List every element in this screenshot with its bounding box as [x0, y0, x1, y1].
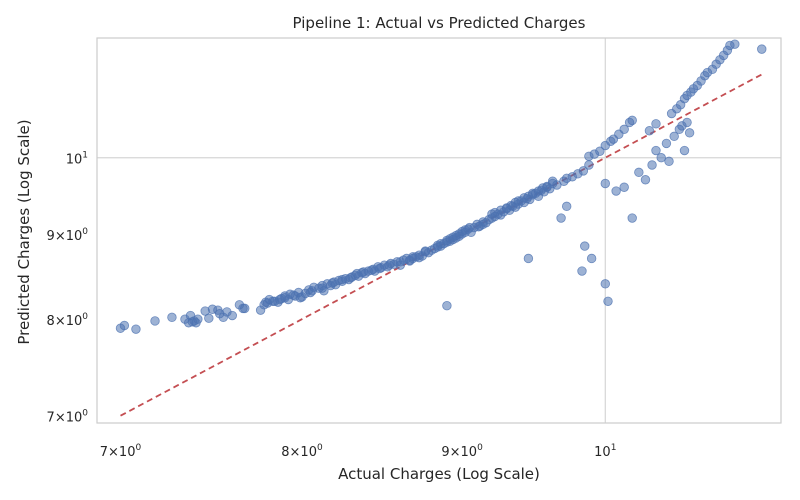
data-point-210 — [603, 296, 613, 306]
data-point-209 — [600, 279, 610, 289]
data-point-22 — [240, 303, 250, 314]
data-point-219 — [651, 145, 661, 156]
data-point-175 — [547, 176, 558, 186]
x-tick-labels: 7×100 8×100 9×100 101 — [100, 443, 617, 460]
data-point-128 — [595, 146, 605, 156]
data-point-228 — [684, 128, 695, 138]
x-axis-label: Actual Charges (Log Scale) — [338, 465, 540, 483]
data-point-201 — [374, 263, 385, 274]
data-point-156 — [757, 44, 767, 54]
plot-background — [97, 38, 781, 423]
data-point-199 — [358, 267, 369, 277]
data-point-212 — [600, 178, 610, 189]
data-point-1 — [119, 320, 130, 331]
data-point-203 — [561, 201, 572, 212]
data-point-159 — [464, 222, 475, 233]
data-point-220 — [656, 153, 666, 163]
data-point-211 — [442, 301, 452, 311]
data-point-191 — [285, 289, 295, 299]
x-tick-label-3: 101 — [594, 443, 616, 460]
data-point-218 — [647, 160, 657, 170]
y-tick-label-2: 9×100 — [47, 227, 89, 244]
data-point-124 — [578, 166, 589, 176]
data-point-205 — [580, 241, 590, 251]
data-point-180 — [420, 246, 431, 256]
y-axis-label: Predicted Charges (Log Scale) — [15, 119, 33, 344]
data-point-223 — [669, 131, 679, 142]
data-point-204 — [556, 213, 566, 223]
data-point-193 — [305, 287, 316, 298]
data-point-222 — [664, 156, 674, 167]
data-point-155 — [730, 39, 740, 49]
data-point-19 — [227, 310, 237, 321]
data-point-3 — [150, 316, 160, 326]
data-point-194 — [317, 283, 327, 293]
data-point-179 — [414, 252, 424, 263]
data-point-213 — [611, 186, 621, 196]
data-point-217 — [640, 175, 651, 185]
data-point-202 — [384, 260, 394, 270]
y-tick-labels: 7×100 8×100 9×100 101 — [47, 151, 89, 426]
data-point-214 — [619, 182, 629, 192]
plot-frame — [96, 37, 782, 424]
data-point-215 — [627, 213, 637, 223]
y-tick-label-0: 7×100 — [47, 409, 89, 426]
data-point-187 — [454, 229, 464, 239]
data-point-206 — [586, 253, 597, 264]
data-points — [115, 39, 767, 334]
data-point-195 — [327, 278, 337, 288]
data-point-197 — [345, 273, 356, 283]
y-tick-label-3: 101 — [66, 151, 88, 168]
data-point-207 — [577, 266, 587, 276]
data-point-133 — [619, 124, 629, 135]
x-tick-label-2: 9×100 — [441, 443, 483, 460]
data-point-226 — [679, 145, 690, 156]
data-point-176 — [395, 260, 405, 270]
data-point-161 — [478, 219, 488, 230]
chart-title: Pipeline 1: Actual vs Predicted Charges — [293, 14, 586, 32]
data-point-137 — [651, 119, 661, 129]
x-tick-label-1: 8×100 — [281, 443, 323, 460]
data-point-216 — [634, 167, 644, 178]
data-point-13 — [204, 313, 214, 323]
data-point-136 — [644, 126, 655, 136]
data-point-135 — [627, 115, 637, 126]
data-point-2 — [131, 324, 141, 334]
data-point-208 — [523, 253, 534, 264]
x-tick-label-0: 7×100 — [100, 443, 142, 460]
data-point-125 — [584, 160, 594, 170]
data-point-192 — [295, 293, 305, 303]
y-tick-label-1: 8×100 — [47, 312, 89, 329]
data-point-227 — [682, 117, 692, 128]
data-point-11 — [193, 314, 203, 324]
data-point-4 — [167, 312, 177, 323]
data-point-221 — [661, 138, 672, 149]
data-point-196 — [337, 274, 347, 285]
